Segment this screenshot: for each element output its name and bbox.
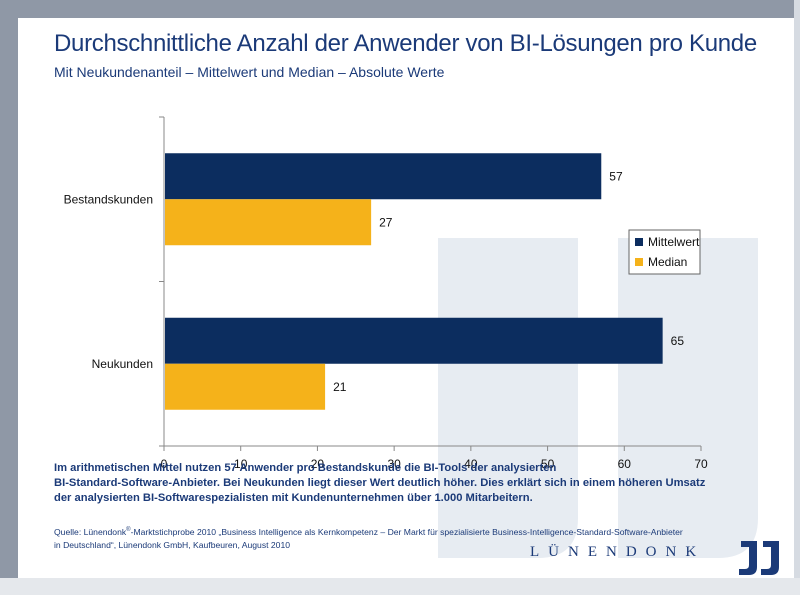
note-line-3: der analysierten BI-Softwarespezialisten…	[54, 492, 533, 504]
registered-mark: ®	[126, 527, 131, 533]
chart-note: Im arithmetischen Mittel nutzen 57 Anwen…	[54, 461, 744, 506]
x-tick-label: 20	[311, 457, 325, 471]
data-label-bestandskunden-median: 27	[379, 215, 393, 229]
frame-top	[0, 0, 800, 18]
data-label-neukunden-median: 21	[333, 380, 347, 394]
x-tick-label: 70	[694, 457, 708, 471]
x-tick-label: 0	[161, 457, 168, 471]
bar-bestandskunden-mittelwert	[165, 153, 602, 200]
x-tick-label: 60	[618, 457, 632, 471]
source-line-1-rest: -Marktstichprobe 2010 „Business Intellig…	[130, 526, 683, 537]
bar-chart: 0 10 20 30 40 50 60 70 57 27 Bestandskunden 65 21 Neu…	[64, 116, 708, 471]
category-label-neukunden: Neukunden	[92, 357, 153, 371]
legend-swatch-median	[635, 258, 643, 266]
logo-mark-icon	[739, 541, 779, 575]
legend-box	[628, 229, 701, 275]
source-prefix: Quelle: Lünendonk	[54, 526, 127, 537]
bar-neukunden-median	[165, 363, 326, 410]
frame-bottom	[0, 578, 800, 595]
data-label-neukunden-mittelwert: 65	[671, 334, 685, 348]
x-tick-label: 50	[541, 457, 555, 471]
note-line-2: BI-Standard-Software-Anbieter. Bei Neuku…	[54, 477, 706, 489]
category-label-bestandskunden: Bestandskunden	[64, 192, 153, 206]
x-tick-label: 40	[464, 457, 478, 471]
chart-subtitle: Mit Neukundenanteil – Mittelwert und Med…	[54, 64, 445, 80]
logo-wordmark: LÜNENDONK	[530, 544, 706, 560]
bar-neukunden-mittelwert	[165, 317, 663, 364]
source-line-1: Quelle: Lünendonk®-Marktstichprobe 2010 …	[54, 524, 754, 539]
x-tick-label: 30	[387, 457, 401, 471]
chart-title: Durchschnittliche Anzahl der Anwender vo…	[54, 30, 757, 57]
legend-swatch-mittelwert	[635, 238, 643, 246]
source-line-2: in Deutschland“, Lünendonk GmbH, Kaufbeu…	[54, 539, 291, 550]
data-label-bestandskunden-mittelwert: 57	[609, 169, 623, 183]
legend-label-mittelwert: Mittelwert	[648, 235, 700, 249]
slide-canvas	[18, 18, 794, 578]
x-tick-label: 10	[234, 457, 248, 471]
note-line-1: Im arithmetischen Mittel nutzen 57 Anwen…	[54, 462, 557, 474]
frame-right	[794, 0, 800, 595]
bar-bestandskunden-median	[165, 199, 372, 246]
legend-label-median: Median	[648, 255, 687, 269]
source-note: Quelle: Lünendonk®-Marktstichprobe 2010 …	[54, 524, 754, 552]
frame-left	[0, 0, 18, 578]
